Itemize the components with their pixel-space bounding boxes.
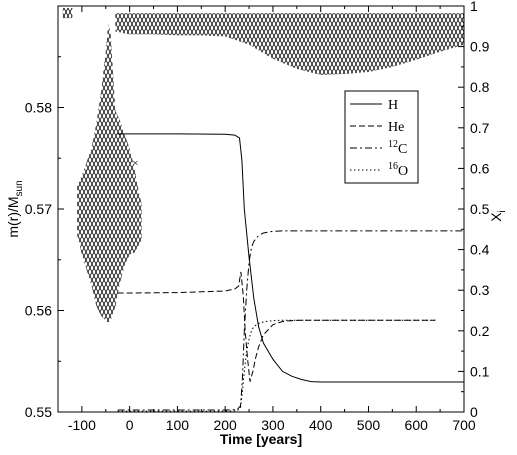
hatched-region-left — [77, 24, 142, 323]
x-tick-label: 500 — [357, 417, 381, 433]
y-right-tick-label: 1 — [470, 0, 478, 14]
y-left-tick-label: 0.58 — [25, 100, 52, 116]
x-axis-title: Time [years] — [220, 431, 302, 447]
x-axis-ticks: -100 0 100 200 300 400 500 600 700 — [57, 6, 476, 433]
x-marker: × — [132, 157, 138, 169]
hatched-regions — [62, 8, 464, 323]
series-lines — [117, 133, 464, 412]
legend-box — [344, 90, 419, 184]
y-right-tick-label: 0.4 — [470, 242, 490, 258]
y-axis-right-ticks: 0 0.1 0.2 0.3 0.4 0.5 0.6 0.7 0.8 0.9 1 — [458, 0, 490, 420]
x-tick-label: 200 — [213, 417, 237, 433]
hatched-region-top — [115, 13, 464, 75]
y-right-tick-label: 0.6 — [470, 160, 490, 176]
y-axis-right-title: Xi — [488, 210, 508, 222]
legend-label: 12C — [388, 139, 407, 157]
series-line-16O — [117, 319, 436, 412]
y-right-tick-label: 0.1 — [470, 363, 490, 379]
series-line-H — [117, 133, 464, 383]
y-right-tick-label: 0.5 — [470, 201, 490, 217]
series-line-12C — [117, 230, 464, 411]
x-tick-label: -100 — [68, 417, 96, 433]
y-right-tick-label: 0.8 — [470, 79, 490, 95]
y-right-tick-label: 0.7 — [470, 120, 490, 136]
x-tick-label: 400 — [309, 417, 333, 433]
svg-text:Xi: Xi — [488, 210, 508, 222]
x-tick-label: 100 — [166, 417, 190, 433]
y-left-tick-label: 0.56 — [25, 303, 52, 319]
x-tick-label: 0 — [126, 417, 134, 433]
y-right-tick-label: 0.2 — [470, 323, 490, 339]
x-tick-label: 600 — [405, 417, 429, 433]
x-tick-label: 300 — [261, 417, 285, 433]
y-left-tick-label: 0.57 — [25, 201, 52, 217]
y-axis-right-title-main: X — [488, 212, 504, 222]
y-axis-left-title-main: m(r)/M — [5, 196, 21, 237]
legend-label: 16O — [388, 161, 408, 179]
legend: H He 12C 16O — [344, 90, 419, 184]
hatched-region-top-left — [62, 8, 73, 19]
y-axis-right-title-sub: i — [497, 210, 508, 212]
x-tick-label: 700 — [452, 417, 476, 433]
legend-label: He — [388, 120, 404, 135]
legend-label: H — [388, 98, 398, 113]
y-axis-left-ticks: 0.55 0.56 0.57 0.58 — [25, 56, 64, 420]
svg-text:m(r)/Msun: m(r)/Msun — [5, 180, 25, 237]
y-axis-left-title: m(r)/Msun — [5, 180, 25, 237]
y-right-tick-label: 0 — [470, 404, 478, 420]
series-line-He — [117, 271, 436, 382]
markers: × — [132, 157, 138, 169]
y-left-tick-label: 0.55 — [25, 404, 52, 420]
y-right-tick-label: 0.3 — [470, 282, 490, 298]
y-axis-left-title-sub: sun — [14, 180, 25, 196]
y-right-tick-label: 0.9 — [470, 39, 490, 55]
